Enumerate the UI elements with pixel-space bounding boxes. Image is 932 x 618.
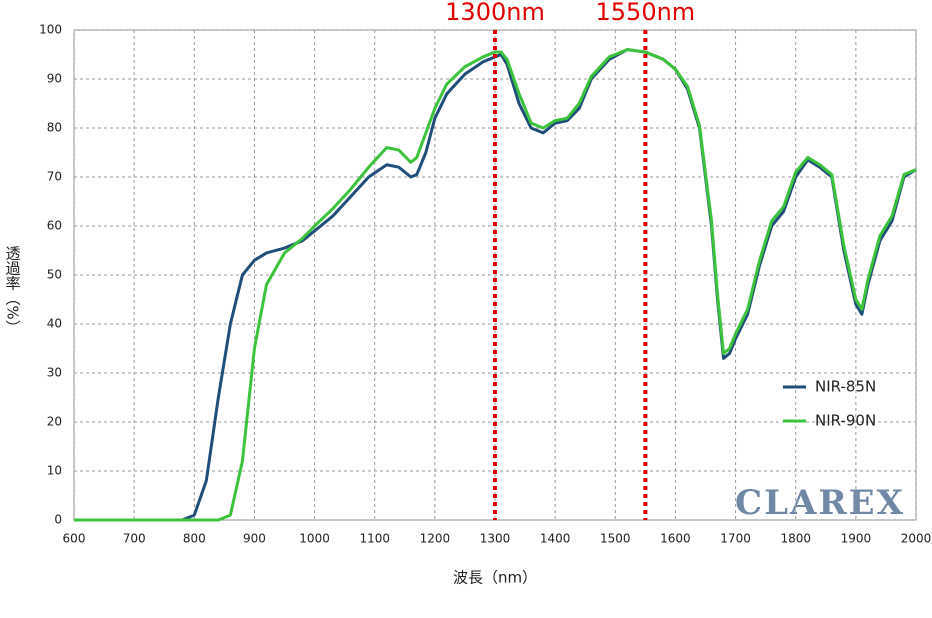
x-tick-label: 1600	[660, 532, 691, 546]
x-tick-label: 1700	[720, 532, 751, 546]
x-tick-label: 1400	[540, 532, 571, 546]
y-tick-label: 10	[47, 464, 62, 478]
marker-label: 1550nm	[596, 0, 696, 26]
legend-label: NIR-85N	[815, 378, 876, 396]
y-tick-label: 30	[47, 366, 62, 380]
x-tick-label: 1800	[780, 532, 811, 546]
x-tick-label: 1100	[359, 532, 390, 546]
y-tick-label: 80	[47, 121, 62, 135]
y-tick-label: 90	[47, 72, 62, 86]
y-tick-label: 20	[47, 415, 62, 429]
y-tick-label: 0	[54, 513, 62, 527]
x-tick-label: 1500	[600, 532, 631, 546]
x-tick-label: 1000	[299, 532, 330, 546]
legend-label: NIR-90N	[815, 412, 876, 430]
y-tick-label: 50	[47, 268, 62, 282]
x-axis-label: 波長（nm）	[453, 569, 537, 587]
y-tick-label: 70	[47, 170, 62, 184]
watermark: CLAREX	[735, 483, 905, 523]
x-tick-label: 800	[183, 532, 206, 546]
y-tick-label: 100	[39, 23, 62, 37]
x-tick-label: 700	[123, 532, 146, 546]
marker-label: 1300nm	[445, 0, 545, 26]
y-tick-label: 40	[47, 317, 62, 331]
x-tick-label: 1900	[841, 532, 872, 546]
x-tick-label: 2000	[901, 532, 932, 546]
y-axis-label: 透過率（%）	[4, 245, 22, 334]
series-line	[74, 48, 917, 522]
x-tick-label: 1300	[480, 532, 511, 546]
y-tick-label: 60	[47, 219, 62, 233]
x-tick-label: 900	[243, 532, 266, 546]
x-tick-label: 1200	[420, 532, 451, 546]
series-line	[74, 48, 917, 522]
x-tick-label: 600	[63, 532, 86, 546]
